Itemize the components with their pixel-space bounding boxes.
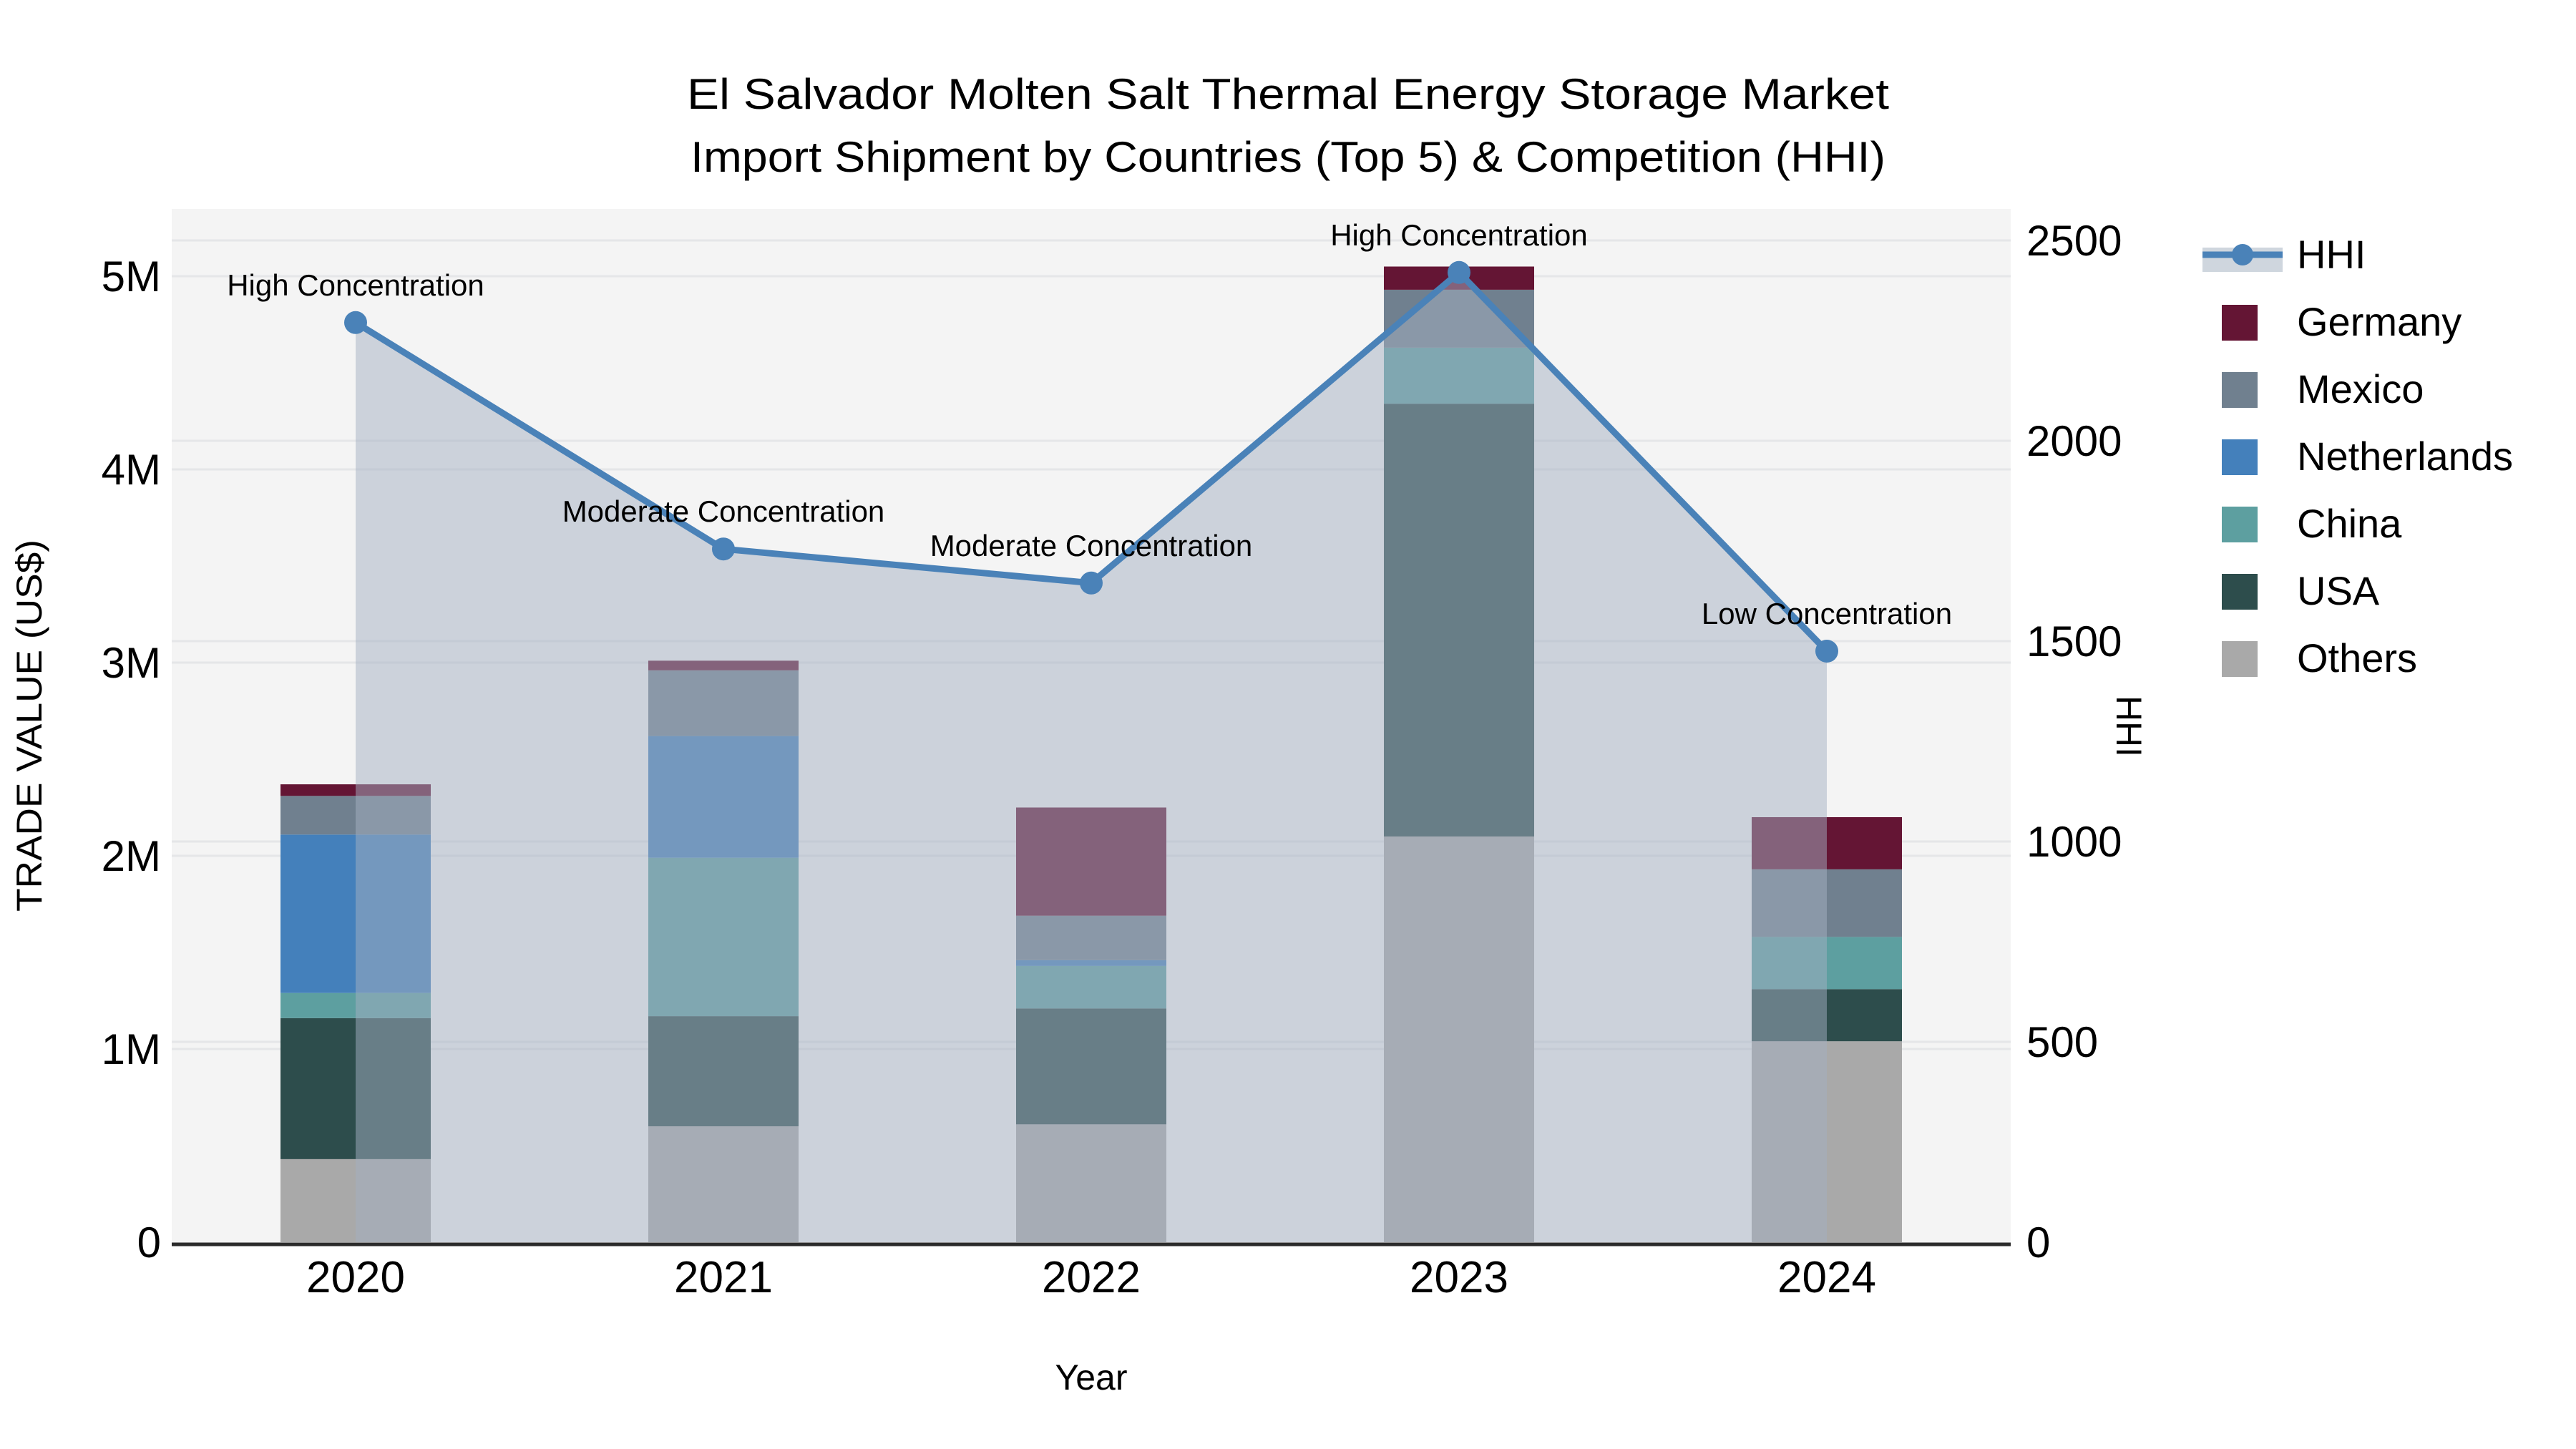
y-left-tick-3M: 3M: [102, 639, 161, 687]
legend-item-china: China: [2222, 501, 2402, 546]
legend-swatch: [2222, 507, 2258, 542]
x-tick-2020: 2020: [306, 1253, 405, 1302]
y-left-tick-5M: 5M: [102, 253, 161, 301]
x-tick-2024: 2024: [1777, 1253, 1876, 1302]
hhi-point-2022: [1080, 571, 1103, 595]
legend-item-germany: Germany: [2222, 299, 2462, 344]
annotation-2021: Moderate Concentration: [562, 494, 885, 528]
hhi-point-2021: [712, 537, 735, 561]
annotation-2023: High Concentration: [1330, 218, 1588, 252]
hhi-point-2024: [1815, 640, 1838, 663]
hhi-area-fill: [356, 272, 1827, 1242]
legend-item-hhi: HHI: [2202, 232, 2366, 277]
hhi-annotations: High Concentration Moderate Concentration…: [227, 218, 1952, 630]
legend-item-others: Others: [2222, 635, 2417, 680]
legend-label: Others: [2297, 635, 2417, 680]
legend-swatch: [2222, 439, 2258, 475]
annotation-2024: Low Concentration: [1702, 597, 1952, 630]
y-right-tick-1500: 1500: [2026, 618, 2122, 665]
y-right-tick-1000: 1000: [2026, 818, 2122, 866]
x-axis-label: Year: [1055, 1357, 1127, 1397]
y-right-tick-labels: 0 500 1000 1500 2000 2500: [2026, 217, 2122, 1267]
y-left-tick-labels: 0 1M 2M 3M 4M 5M: [102, 253, 161, 1267]
legend: HHI Germany Mexico Netherlands China USA Other…: [2202, 232, 2513, 680]
legend-label: China: [2297, 501, 2402, 546]
legend-label: Germany: [2297, 299, 2462, 344]
legend-label: HHI: [2297, 232, 2366, 277]
y-left-axis-label: TRADE VALUE (US$): [9, 540, 49, 912]
x-tick-2023: 2023: [1410, 1253, 1508, 1302]
legend-label: Mexico: [2297, 366, 2424, 411]
hhi-line: [344, 260, 1838, 663]
y-left-tick-1M: 1M: [102, 1025, 161, 1073]
x-tick-2021: 2021: [674, 1253, 773, 1302]
hhi-point-2020: [344, 311, 367, 334]
legend-swatch: [2222, 641, 2258, 677]
y-right-axis-label: HHI: [2109, 696, 2149, 757]
chart-title-line2: Import Shipment by Countries (Top 5) & C…: [691, 133, 1885, 181]
legend-swatch: [2222, 305, 2258, 341]
hhi-point-2023: [1448, 260, 1470, 284]
y-right-tick-0: 0: [2026, 1219, 2050, 1267]
y-left-tick-2M: 2M: [102, 832, 161, 880]
legend-swatch: [2222, 372, 2258, 408]
legend-item-usa: USA: [2222, 568, 2380, 613]
annotation-2022: Moderate Concentration: [930, 529, 1253, 562]
legend-label: Netherlands: [2297, 434, 2513, 479]
y-right-tick-500: 500: [2026, 1018, 2098, 1066]
hhi-area: [356, 272, 1827, 1242]
y-left-tick-4M: 4M: [102, 446, 161, 494]
y-right-tick-2500: 2500: [2026, 217, 2122, 265]
legend-item-netherlands: Netherlands: [2222, 434, 2513, 479]
y-right-tick-2000: 2000: [2026, 417, 2122, 465]
hhi-marker-swatch: [2232, 244, 2253, 265]
legend-label: USA: [2297, 568, 2380, 613]
legend-item-mexico: Mexico: [2222, 366, 2424, 411]
x-tick-2022: 2022: [1042, 1253, 1141, 1302]
x-tick-labels: 2020 2021 2022 2023 2024: [306, 1253, 1876, 1302]
chart-title-line1: El Salvador Molten Salt Thermal Energy S…: [687, 70, 1889, 118]
y-left-tick-0: 0: [137, 1219, 161, 1267]
annotation-2020: High Concentration: [227, 268, 484, 302]
legend-swatch: [2222, 574, 2258, 610]
